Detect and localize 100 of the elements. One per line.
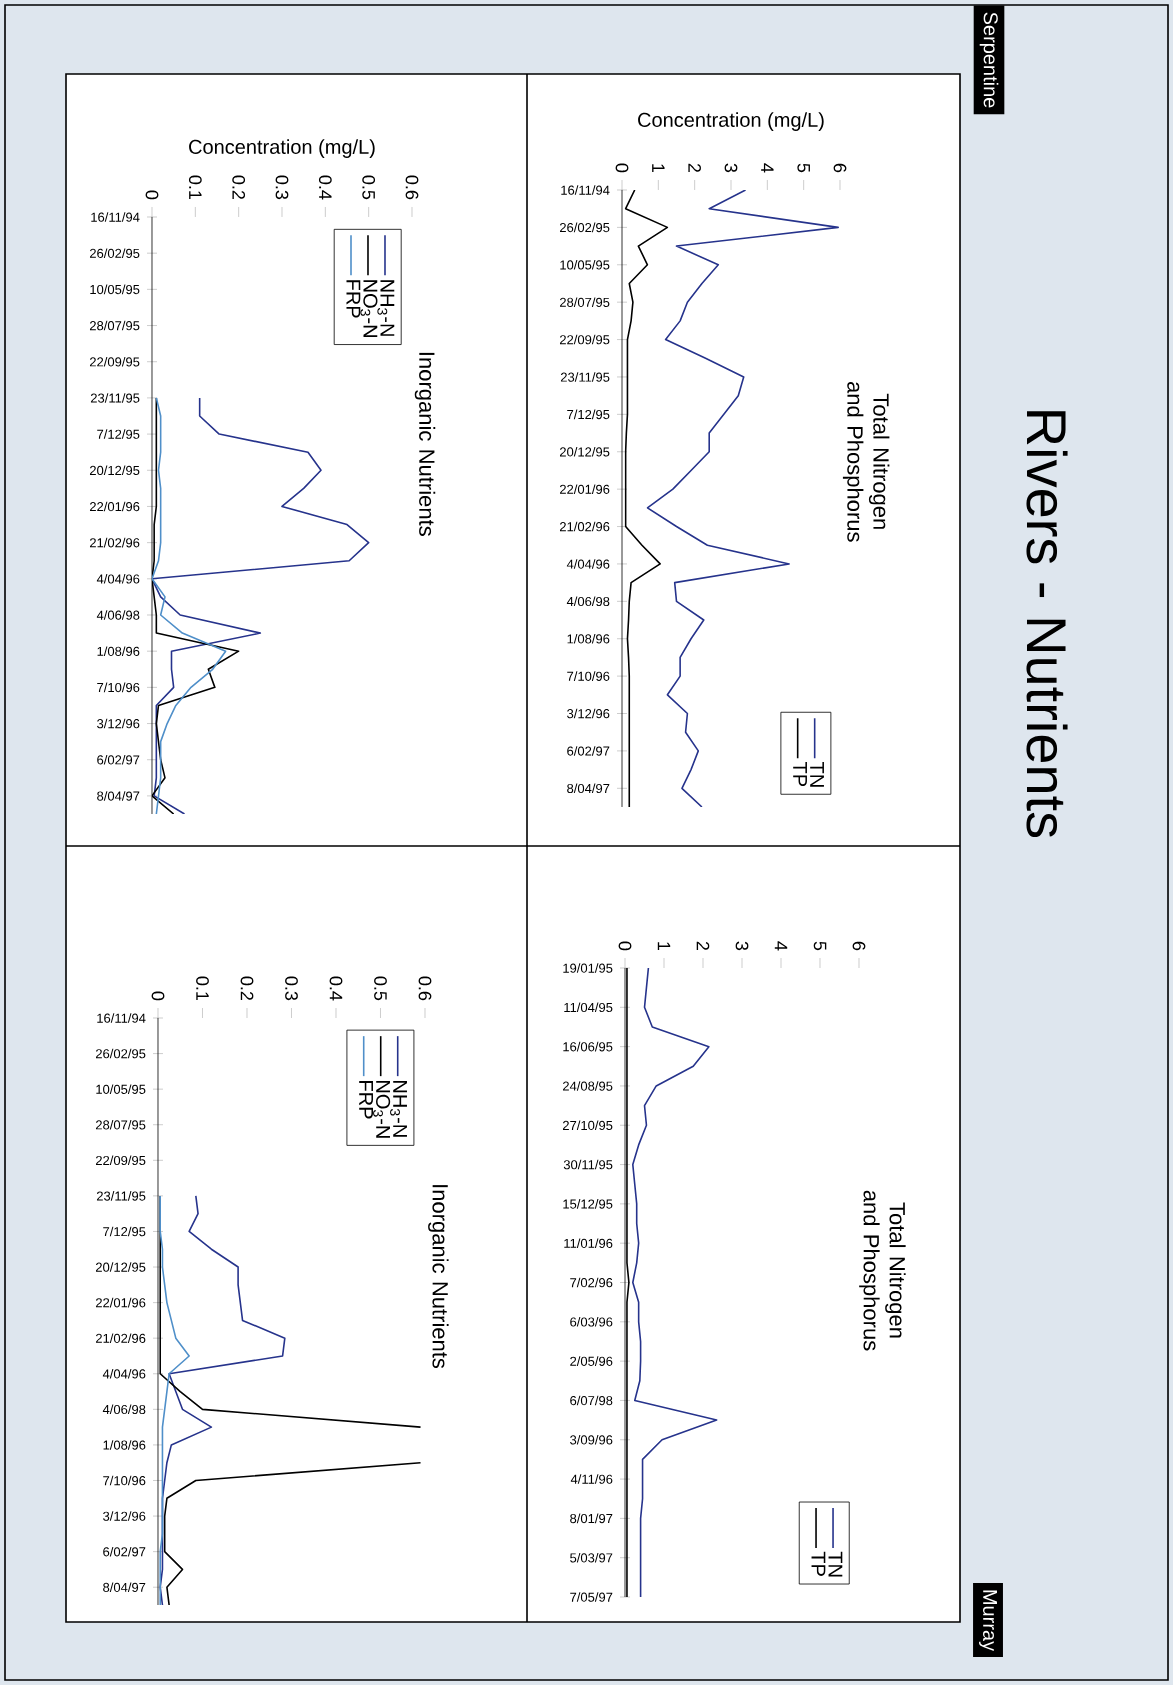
y-tick-label: 28/07/95 — [559, 297, 610, 307]
y-tick-label: 3/12/96 — [567, 708, 610, 719]
x-tick-label: 0 — [151, 991, 165, 1001]
x-tick-label: 5 — [797, 163, 810, 173]
y-tick-label: 10/05/95 — [560, 260, 610, 270]
x-tick-label: 6 — [852, 941, 866, 951]
y-tick-label: 22/01/96 — [89, 501, 140, 512]
y-tick-label: 21/02/96 — [89, 537, 140, 548]
y-tick-label: 6/02/97 — [567, 746, 610, 756]
text: Inorganic Nutrients — [414, 352, 436, 536]
y-tick-label: 4/06/98 — [566, 596, 610, 607]
x-tick-label: 0.4 — [318, 175, 332, 200]
y-tick-label: 7/10/96 — [103, 1475, 146, 1486]
y-tick-label: 8/04/97 — [567, 783, 610, 794]
legend-label: NO$_{3}$-N — [360, 280, 378, 337]
y-tick-label: 19/01/95 — [563, 963, 613, 973]
legend-label: TP — [811, 1551, 826, 1576]
y-tick-label: 26/02/95 — [559, 222, 610, 233]
text: Rivers - Nutrients — [1026, 411, 1068, 838]
y-tick-label: 11/01/96 — [564, 1238, 613, 1248]
y-tick-label: 4/04/96 — [566, 559, 610, 569]
text: Murray — [979, 1590, 997, 1652]
y-tick-label: 28/07/95 — [89, 320, 140, 331]
x-tick-label: 0.5 — [374, 976, 387, 1001]
y-tick-label: 7/05/97 — [570, 1592, 613, 1602]
x-tick-label: 5 — [813, 941, 827, 951]
y-tick-label: 4/11/96 — [570, 1474, 613, 1484]
x-tick-label: 0.2 — [232, 175, 246, 200]
y-tick-label: 4/06/98 — [96, 610, 140, 620]
x-tick-label: 4 — [774, 941, 788, 951]
x-tick-label: 0.2 — [240, 976, 254, 1001]
x-tick-label: 0.1 — [196, 976, 209, 1001]
y-tick-label: 15/12/95 — [563, 1199, 613, 1209]
y-tick-label: 7/12/95 — [103, 1226, 146, 1237]
text: Serpentine — [979, 12, 999, 108]
y-tick-label: 4/06/98 — [102, 1404, 146, 1415]
x-tick-label: 0.3 — [285, 976, 298, 1001]
x-tick-label: 0.3 — [275, 175, 289, 200]
x-tick-label: 0.6 — [405, 175, 419, 200]
legend-label: TN — [810, 762, 824, 787]
y-tick-label: 21/02/96 — [559, 521, 610, 532]
y-tick-label: 23/11/95 — [560, 372, 610, 382]
x-tick-label: 0 — [618, 941, 632, 951]
legend-label: FRP — [346, 280, 361, 318]
y-tick-label: 26/02/95 — [89, 248, 140, 258]
y-tick-label: 1/08/96 — [567, 633, 610, 644]
y-tick-label: 16/11/94 — [91, 212, 140, 222]
x-axis-title: Concentration (mg/L) — [189, 139, 375, 158]
y-tick-label: 20/12/95 — [559, 446, 610, 457]
y-tick-label: 30/11/95 — [563, 1159, 613, 1170]
y-tick-label: 7/12/95 — [567, 409, 610, 420]
y-tick-label: 1/08/96 — [103, 1440, 146, 1450]
y-tick-label: 27/10/95 — [562, 1120, 613, 1131]
legend-label: NH$_{3}$-N — [390, 1081, 407, 1137]
y-tick-label: 8/01/97 — [570, 1513, 613, 1524]
y-tick-label: 3/09/96 — [570, 1434, 613, 1445]
y-tick-label: 7/10/96 — [567, 671, 610, 681]
x-tick-label: 3 — [735, 941, 749, 951]
y-tick-label: 28/07/95 — [95, 1119, 146, 1130]
x-tick-label: 2 — [696, 941, 710, 951]
x-tick-label: 6 — [833, 163, 847, 173]
y-tick-label: 8/04/97 — [97, 791, 140, 801]
y-tick-label: 3/12/96 — [103, 1511, 146, 1521]
y-tick-label: 3/12/96 — [97, 718, 140, 729]
y-tick-label: 22/09/95 — [559, 334, 610, 345]
x-tick-label: 0.5 — [362, 175, 376, 200]
y-tick-label: 2/05/96 — [570, 1356, 613, 1366]
y-tick-label: 10/05/95 — [90, 284, 140, 295]
legend-label: TN — [828, 1551, 843, 1577]
y-tick-label: 23/11/95 — [96, 1191, 146, 1201]
y-tick-label: 6/03/96 — [570, 1317, 613, 1327]
y-tick-label: 24/08/95 — [562, 1081, 613, 1091]
y-tick-label: 16/06/95 — [563, 1041, 613, 1052]
y-tick-label: 22/09/95 — [89, 356, 140, 367]
y-tick-label: 6/02/97 — [103, 1546, 146, 1557]
y-tick-label: 22/01/96 — [95, 1297, 146, 1308]
y-tick-label: 16/11/94 — [97, 1013, 146, 1023]
legend-label: NH$_{3}$-N — [377, 280, 395, 336]
y-tick-label: 6/07/98 — [570, 1395, 613, 1406]
y-tick-label: 7/02/96 — [570, 1277, 613, 1288]
x-tick-label: 0.4 — [329, 976, 343, 1001]
x-tick-label: 3 — [724, 163, 738, 173]
y-tick-label: 4/04/96 — [102, 1368, 146, 1379]
y-tick-label: 20/12/95 — [89, 465, 140, 476]
legend-label: TP — [793, 762, 807, 787]
x-tick-label: 4 — [761, 163, 774, 173]
y-tick-label: 7/10/96 — [97, 682, 140, 693]
y-tick-label: 22/09/95 — [95, 1155, 146, 1166]
x-tick-label: 0.1 — [188, 175, 202, 200]
text: Total Nitrogen and Phosphorus — [859, 1190, 906, 1351]
x-tick-label: 2 — [688, 163, 701, 173]
x-tick-label: 1 — [657, 942, 671, 951]
y-tick-label: 6/02/97 — [97, 754, 140, 765]
x-tick-label: 0.6 — [418, 976, 432, 1001]
y-tick-label: 7/12/95 — [97, 429, 140, 439]
y-tick-label: 5/03/97 — [570, 1552, 613, 1563]
y-tick-label: 21/02/96 — [95, 1333, 146, 1343]
y-tick-label: 22/01/96 — [559, 484, 610, 494]
legend-label: NO$_{3}$-N — [373, 1081, 391, 1138]
y-tick-label: 4/04/96 — [96, 574, 140, 584]
